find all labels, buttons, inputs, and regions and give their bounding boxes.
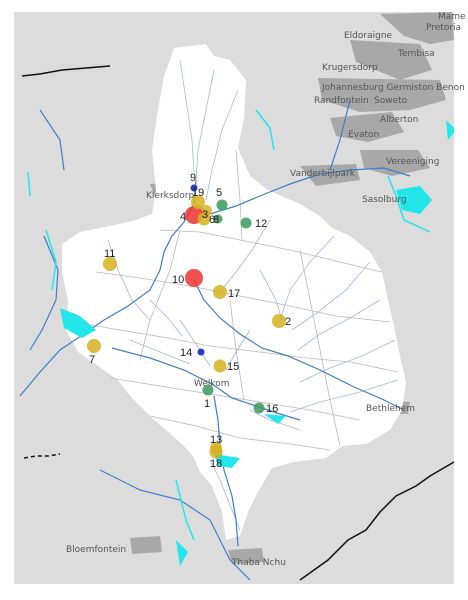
frame-margin-bottom <box>0 584 468 600</box>
place-label-bethlehem: Bethlehem <box>366 404 415 414</box>
water-lines <box>27 109 431 541</box>
place-label-evaton: Evaton <box>348 130 379 140</box>
place-label-krugersdorp: Krugersdorp <box>322 63 378 73</box>
site-label-19: 19 <box>192 187 204 199</box>
site-marker-15 <box>213 359 227 373</box>
place-labels: Mame Pretoria Eldoraigne Tembisa Krugers… <box>66 12 466 568</box>
site-label-11: 11 <box>104 248 115 260</box>
site-label-17: 17 <box>228 288 240 300</box>
site-label-1: 1 <box>204 398 210 410</box>
site-marker-14 <box>197 348 205 356</box>
site-label-3: 3 <box>202 209 208 221</box>
site-marker-12 <box>240 217 252 229</box>
site-marker-5 <box>216 199 228 211</box>
site-label-9: 9 <box>190 172 196 184</box>
site-marker-16 <box>253 402 265 414</box>
site-marker-19 <box>191 195 205 209</box>
place-label-vereeniging: Vereeniging <box>386 157 439 167</box>
site-label-7: 7 <box>89 354 95 366</box>
frame-margin-left <box>0 0 14 600</box>
site-marker-18 <box>209 445 223 459</box>
site-marker-17 <box>213 285 227 299</box>
borders <box>21 65 455 581</box>
site-label-4: 4 <box>180 211 186 223</box>
place-label-thaba-nchu: Thaba Nchu <box>231 558 286 568</box>
subbasin-boundaries <box>73 149 399 451</box>
site-label-13: 13 <box>210 434 222 446</box>
place-label-mame: Mame <box>438 12 466 22</box>
minor-rivers <box>107 59 399 531</box>
place-label-bloemfontein: Bloemfontein <box>66 545 126 555</box>
site-marker-7 <box>87 339 101 353</box>
site-marker-10 <box>185 269 203 287</box>
major-rivers <box>19 99 411 581</box>
site-label-12: 12 <box>255 218 267 230</box>
site-marker-11 <box>103 257 117 271</box>
place-label-klerksdorp: Klerksdorp <box>146 191 194 201</box>
site-marker-8 <box>213 214 223 224</box>
place-label-sasolburg: Sasolburg <box>362 195 407 205</box>
frame-margin-top <box>0 0 468 12</box>
frame-margin-right <box>454 0 468 600</box>
site-label-6: 6 <box>209 214 215 226</box>
place-label-randfontein: Randfontein <box>314 96 369 106</box>
site-marker-6 <box>197 212 211 226</box>
place-label-welkom: Welkom <box>194 379 230 389</box>
place-label-johannesburg: Johannesburg Germiston Benon <box>321 83 465 93</box>
place-label-soweto: Soweto <box>374 96 408 106</box>
site-label-18: 18 <box>210 458 222 470</box>
place-label-alberton: Alberton <box>380 115 418 125</box>
site-marker-9 <box>190 184 198 192</box>
place-label-tembisa: Tembisa <box>397 49 435 59</box>
site-marker-1 <box>202 384 214 396</box>
site-label-14: 14 <box>180 347 192 359</box>
place-label-pretoria: Pretoria <box>426 23 461 33</box>
site-label-8: 8 <box>213 214 219 226</box>
site-label-16: 16 <box>266 403 278 415</box>
site-label-15: 15 <box>227 361 239 373</box>
site-marker-2 <box>272 314 286 328</box>
catchment-area <box>62 44 406 540</box>
place-label-vanderbijlpark: Vanderbijlpark <box>290 169 356 179</box>
site-label-10: 10 <box>172 274 184 286</box>
place-label-eldoraigne: Eldoraigne <box>344 31 393 41</box>
site-label-2: 2 <box>285 316 291 328</box>
site-label-5: 5 <box>216 187 222 199</box>
water-bodies <box>60 120 456 566</box>
